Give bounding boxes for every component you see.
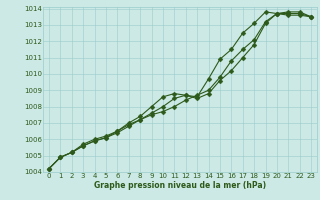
X-axis label: Graphe pression niveau de la mer (hPa): Graphe pression niveau de la mer (hPa) <box>94 181 266 190</box>
